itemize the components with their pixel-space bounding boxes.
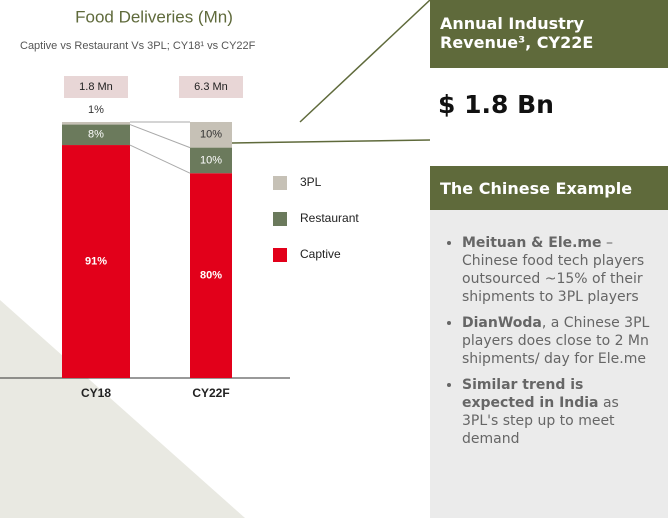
connector — [231, 139, 431, 144]
bullet-text: , a Chinese 3PL players does close to 2 … — [462, 315, 650, 367]
data-label: 91% — [85, 255, 107, 267]
connector — [299, 0, 431, 123]
bullet-list: Meituan & Ele.me – Chinese food tech pla… — [444, 234, 654, 448]
total-label: 1.8 Mn — [79, 81, 113, 93]
bar-segment — [62, 145, 130, 378]
bar-segment — [62, 122, 130, 125]
bar-segment — [190, 122, 232, 148]
legend-swatch — [273, 176, 287, 190]
data-label: 80% — [200, 270, 222, 282]
bullet: Similar trend is expected in India as 3P… — [462, 376, 654, 448]
bullet-bold: DianWoda — [462, 315, 542, 331]
bullet-bold: Meituan & Ele.me — [462, 235, 602, 251]
bullet-text: as 3PL's step up to meet demand — [462, 395, 619, 447]
bullet: Meituan & Ele.me – Chinese food tech pla… — [462, 234, 654, 306]
bar-segment — [62, 124, 130, 146]
x-tick-label: CY18 — [81, 386, 111, 400]
connector-line — [129, 124, 191, 149]
revenue-heading: Annual Industry Revenue³, CY22E — [430, 0, 668, 68]
legend-label: Restaurant — [300, 211, 359, 225]
decor-triangle — [0, 300, 245, 518]
total-box — [179, 76, 243, 98]
bullet-bold: Similar trend is expected in India — [462, 377, 599, 411]
legend-label: Captive — [300, 247, 341, 261]
legend-label: 3PL — [300, 175, 322, 189]
bullet-text: – Chinese food tech players outsourced ~… — [462, 235, 645, 305]
data-label: 1% — [88, 104, 104, 116]
bar-segment — [190, 173, 232, 378]
data-label: 10% — [200, 129, 222, 141]
total-label: 6.3 Mn — [194, 81, 228, 93]
chart-title: Food Deliveries (Mn) — [75, 7, 233, 26]
data-label: 8% — [88, 129, 104, 141]
connector-line — [129, 144, 191, 174]
revenue-value: $ 1.8 Bn — [438, 90, 554, 119]
chart-subtitle: Captive vs Restaurant Vs 3PL; CY18¹ vs C… — [20, 40, 256, 52]
bullet: DianWoda, a Chinese 3PL players does clo… — [462, 314, 654, 368]
example-heading: The Chinese Example — [430, 166, 668, 210]
x-tick-label: CY22F — [192, 386, 229, 400]
legend-swatch — [273, 248, 287, 262]
total-box — [64, 76, 128, 98]
legend-swatch — [273, 212, 287, 226]
bar-segment — [190, 147, 232, 174]
data-label: 10% — [200, 154, 222, 166]
example-body: Meituan & Ele.me – Chinese food tech pla… — [430, 210, 668, 518]
